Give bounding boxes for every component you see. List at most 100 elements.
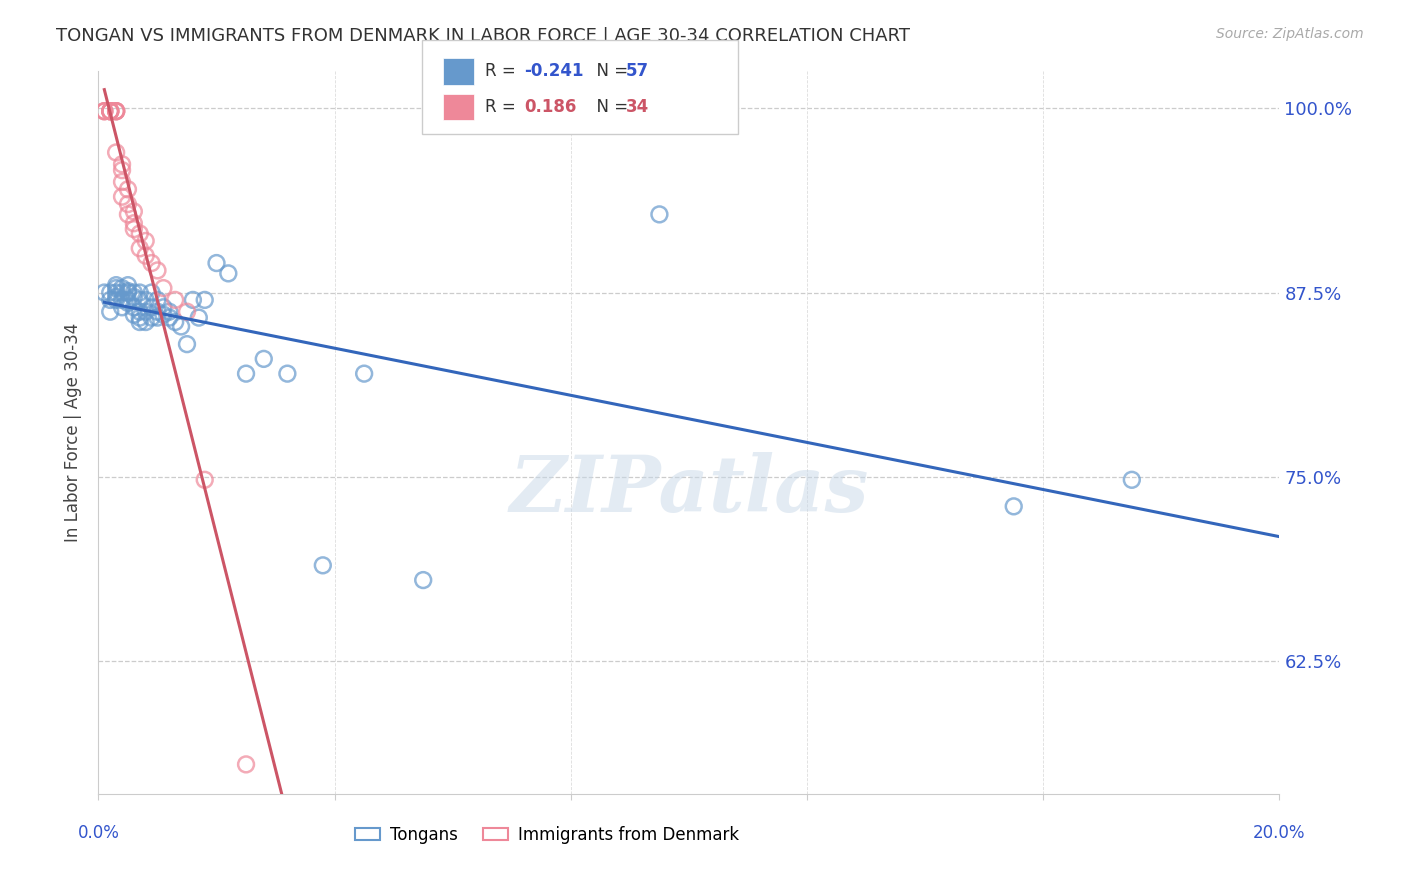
- Point: [105, 285, 128, 300]
- Text: 0.0%: 0.0%: [77, 824, 120, 842]
- Point: [117, 207, 139, 221]
- Point: [117, 296, 139, 310]
- Text: 57: 57: [626, 62, 648, 80]
- Point: [111, 175, 134, 189]
- Point: [111, 285, 134, 300]
- Point: [312, 558, 335, 573]
- Point: [105, 104, 128, 119]
- Y-axis label: In Labor Force | Age 30-34: In Labor Force | Age 30-34: [65, 323, 83, 542]
- Point: [235, 367, 257, 381]
- Point: [146, 304, 169, 318]
- Text: -0.241: -0.241: [524, 62, 583, 80]
- Point: [98, 304, 121, 318]
- Point: [128, 293, 150, 307]
- Point: [187, 310, 209, 325]
- Point: [111, 157, 134, 171]
- Point: [93, 104, 115, 119]
- Point: [165, 293, 187, 307]
- Point: [111, 300, 134, 314]
- Point: [122, 204, 145, 219]
- Point: [122, 222, 145, 236]
- Point: [98, 104, 121, 119]
- Point: [117, 278, 139, 293]
- Point: [105, 278, 128, 293]
- Point: [117, 285, 139, 300]
- Point: [217, 266, 239, 280]
- Point: [105, 104, 128, 119]
- Point: [1121, 473, 1143, 487]
- Point: [128, 315, 150, 329]
- Point: [111, 281, 134, 295]
- Point: [105, 290, 128, 304]
- Point: [276, 367, 298, 381]
- Point: [105, 104, 128, 119]
- Text: N =: N =: [586, 98, 634, 116]
- Point: [122, 290, 145, 304]
- Point: [181, 293, 204, 307]
- Legend: Tongans, Immigrants from Denmark: Tongans, Immigrants from Denmark: [349, 819, 745, 851]
- Point: [135, 234, 157, 248]
- Point: [122, 285, 145, 300]
- Point: [98, 293, 121, 307]
- Point: [170, 319, 193, 334]
- Point: [135, 304, 157, 318]
- Point: [128, 241, 150, 255]
- Point: [117, 293, 139, 307]
- Point: [135, 293, 157, 307]
- Point: [111, 163, 134, 178]
- Point: [93, 104, 115, 119]
- Point: [122, 300, 145, 314]
- Text: R =: R =: [485, 62, 522, 80]
- Point: [146, 293, 169, 307]
- Point: [176, 304, 198, 318]
- Point: [98, 285, 121, 300]
- Point: [235, 757, 257, 772]
- Point: [128, 304, 150, 318]
- Point: [117, 284, 139, 298]
- Point: [157, 310, 180, 325]
- Point: [98, 104, 121, 119]
- Point: [122, 308, 145, 322]
- Text: 0.186: 0.186: [524, 98, 576, 116]
- Point: [648, 207, 671, 221]
- Text: Source: ZipAtlas.com: Source: ZipAtlas.com: [1216, 27, 1364, 41]
- Point: [135, 315, 157, 329]
- Point: [105, 293, 128, 307]
- Point: [105, 145, 128, 160]
- Point: [98, 104, 121, 119]
- Point: [93, 104, 115, 119]
- Point: [1002, 500, 1025, 514]
- Point: [152, 281, 174, 295]
- Point: [157, 304, 180, 318]
- Text: R =: R =: [485, 98, 526, 116]
- Point: [135, 249, 157, 263]
- Point: [253, 351, 276, 366]
- Point: [117, 197, 139, 211]
- Point: [165, 315, 187, 329]
- Point: [194, 473, 217, 487]
- Point: [152, 300, 174, 314]
- Point: [98, 104, 121, 119]
- Point: [412, 573, 434, 587]
- Text: TONGAN VS IMMIGRANTS FROM DENMARK IN LABOR FORCE | AGE 30-34 CORRELATION CHART: TONGAN VS IMMIGRANTS FROM DENMARK IN LAB…: [56, 27, 910, 45]
- Text: 34: 34: [626, 98, 650, 116]
- Point: [93, 285, 115, 300]
- Point: [98, 104, 121, 119]
- Point: [128, 285, 150, 300]
- Text: N =: N =: [586, 62, 634, 80]
- Point: [128, 310, 150, 325]
- Point: [111, 190, 134, 204]
- Point: [117, 182, 139, 196]
- Point: [194, 293, 217, 307]
- Point: [122, 216, 145, 230]
- Point: [146, 310, 169, 325]
- Text: ZIPatlas: ZIPatlas: [509, 452, 869, 529]
- Point: [111, 293, 134, 307]
- Point: [205, 256, 228, 270]
- Point: [141, 310, 163, 325]
- Point: [141, 256, 163, 270]
- Point: [128, 227, 150, 241]
- Text: 20.0%: 20.0%: [1253, 824, 1306, 842]
- Point: [141, 285, 163, 300]
- Point: [353, 367, 375, 381]
